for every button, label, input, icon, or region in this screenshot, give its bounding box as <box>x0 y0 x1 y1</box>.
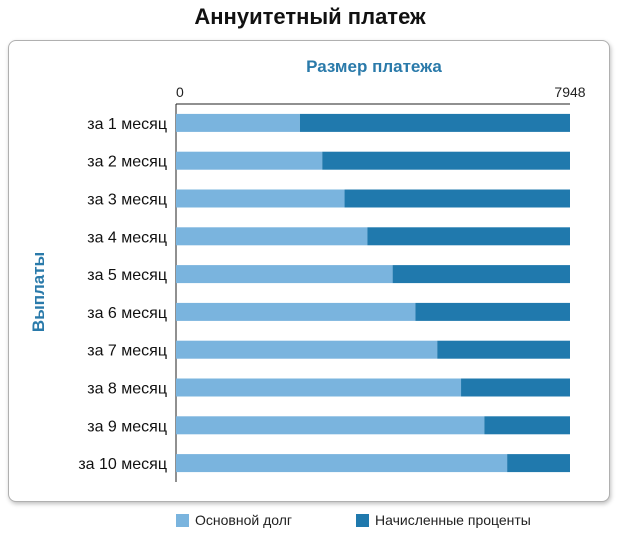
bar-interest <box>367 227 570 246</box>
bars <box>176 113 570 473</box>
bar-interest <box>344 189 570 208</box>
bar-principal <box>176 416 485 435</box>
bar-principal <box>176 189 345 208</box>
category-label: за 6 месяц <box>87 305 167 322</box>
category-label: за 5 месяц <box>87 267 167 284</box>
legend-item-principal: Основной долг <box>176 512 292 528</box>
bar-interest <box>484 416 570 435</box>
bar-principal <box>176 265 393 284</box>
x-axis-title: Размер платежа <box>306 57 442 76</box>
legend-label-interest: Начисленные проценты <box>375 512 531 528</box>
bar-interest <box>299 113 570 132</box>
bar-principal <box>176 113 300 132</box>
bar-interest <box>507 454 570 473</box>
bar-principal <box>176 302 416 321</box>
bar-principal <box>176 454 508 473</box>
category-label: за 4 месяц <box>87 229 167 246</box>
bar-principal <box>176 227 368 246</box>
chart-title: Аннуитетный платеж <box>194 4 426 29</box>
legend-swatch-interest <box>356 513 369 527</box>
category-label: за 3 месяц <box>87 192 167 209</box>
bar-principal <box>176 378 462 397</box>
x-tick-label: 0 <box>176 84 184 100</box>
x-tick-label: 7948 <box>554 84 585 100</box>
bar-principal <box>176 340 438 359</box>
legend-item-interest: Начисленные проценты <box>356 512 531 528</box>
bar-interest <box>322 151 570 170</box>
legend-label-principal: Основной долг <box>195 512 292 528</box>
bar-interest <box>415 302 570 321</box>
category-label: за 7 месяц <box>87 343 167 360</box>
category-label: за 2 месяц <box>87 154 167 171</box>
x-ticks: 0 7948 <box>176 84 586 100</box>
y-axis-title: Выплаты <box>29 252 48 332</box>
category-label: за 1 месяц <box>87 116 167 133</box>
bar-principal <box>176 151 323 170</box>
legend: Основной долг Начисленные проценты <box>0 512 620 536</box>
bar-interest <box>461 378 570 397</box>
category-label: за 10 месяц <box>78 456 167 473</box>
legend-swatch-principal <box>176 513 189 527</box>
bar-interest <box>392 265 570 284</box>
category-label: за 8 месяц <box>87 381 167 398</box>
category-label: за 9 месяц <box>87 418 167 435</box>
bar-interest <box>437 340 570 359</box>
category-labels: за 1 месяц за 2 месяц за 3 месяц за 4 месяц… <box>78 116 167 473</box>
